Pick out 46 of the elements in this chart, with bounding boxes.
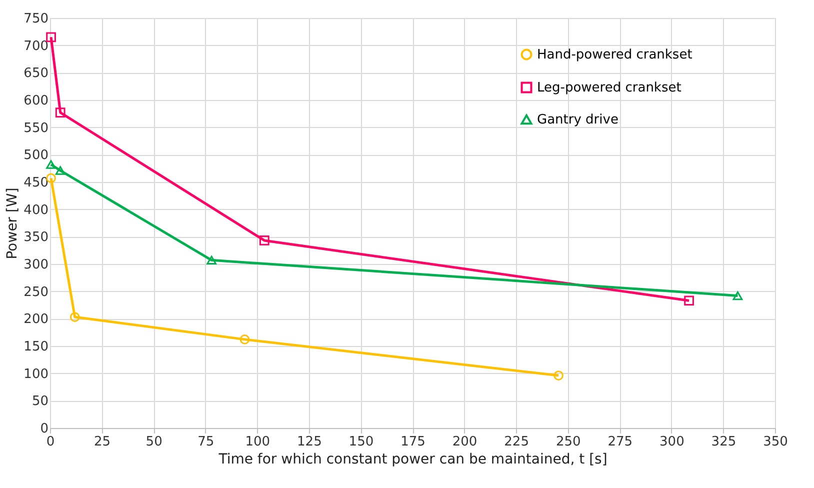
x-tick-label: 350 (763, 434, 788, 450)
point (70, 312, 80, 322)
y-tick-label: 750 (24, 12, 48, 26)
y-tick-label: 200 (24, 312, 48, 328)
legend-label: Gantry drive (537, 112, 618, 128)
y-tick-label: 250 (24, 284, 48, 300)
x-tick-label: 200 (452, 434, 478, 450)
x-tick-label: 25 (94, 434, 111, 450)
x-tick-label: 300 (660, 434, 684, 450)
x-axis-title: Time for which constant power can be maintained, t [s] (218, 452, 608, 468)
x-tick-label: 225 (504, 434, 529, 450)
y-tick-label: 550 (24, 120, 48, 136)
y-tick-label: 300 (24, 258, 48, 272)
point (554, 370, 564, 380)
point (55, 108, 66, 118)
x-tick-label: 125 (297, 434, 322, 450)
x-tick-label: 175 (400, 434, 426, 450)
x-tick-label: 275 (608, 434, 633, 450)
point (46, 160, 56, 169)
point (46, 32, 56, 42)
point (206, 256, 217, 265)
x-tick-label: 75 (198, 434, 214, 450)
y-tick-label: 600 (24, 94, 48, 108)
y-tick-label: 500 (24, 148, 48, 164)
legend-label: Hand-powered crankset (537, 48, 692, 62)
x-tick-label: 150 (348, 434, 374, 450)
y-tick-label: 450 (24, 176, 48, 190)
y-tick-label: 150 (24, 340, 48, 354)
y-axis-title: Power [W] (4, 188, 21, 260)
point (240, 334, 250, 344)
point (684, 296, 694, 306)
y-tick-label: 100 (24, 366, 48, 382)
point (732, 291, 743, 300)
y-tick-label: 350 (24, 230, 48, 246)
point (259, 236, 270, 246)
y-tick-label: 50 (32, 394, 48, 410)
x-tick-label: 50 (146, 434, 162, 450)
point (55, 166, 66, 175)
legend-label: Leg-powered crankset (537, 80, 682, 96)
y-tick-label: 650 (24, 66, 48, 82)
y-tick-label: 0 (40, 422, 48, 436)
x-tick-label: 250 (556, 434, 581, 450)
x-tick-label: 100 (245, 434, 270, 450)
y-tick-label: 700 (24, 38, 48, 54)
y-tick-label: 400 (24, 202, 48, 218)
x-tick-label: 325 (711, 434, 736, 450)
